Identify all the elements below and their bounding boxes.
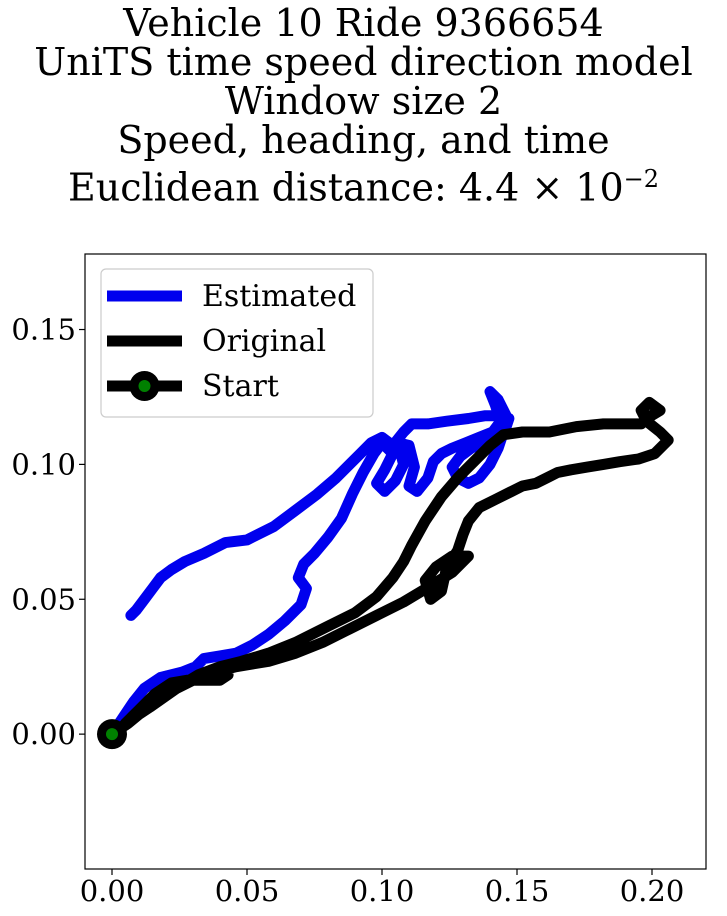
- title-metric-exponent: −2: [623, 165, 660, 193]
- x-tick-label: 0.15: [485, 874, 550, 908]
- chart-title: Vehicle 10 Ride 9366654 UniTS time speed…: [0, 0, 727, 208]
- start-marker: [106, 728, 118, 741]
- legend-label-start: Start: [202, 369, 279, 404]
- title-line-5: Euclidean distance: 4.4 × 10−2: [0, 160, 727, 208]
- title-line-2: UniTS time speed direction model: [34, 40, 693, 84]
- x-tick-label: 0.00: [80, 874, 145, 908]
- title-line-4: Speed, heading, and time: [117, 118, 610, 162]
- y-tick-label: 0.00: [11, 717, 76, 751]
- x-tick-label: 0.05: [215, 874, 280, 908]
- y-tick-label: 0.15: [11, 313, 76, 347]
- legend-label-original: Original: [202, 324, 326, 359]
- legend-label-estimated: Estimated: [202, 279, 356, 314]
- plot-frame: [84, 253, 707, 870]
- title-line-1: Vehicle 10 Ride 9366654: [123, 1, 604, 45]
- legend-box: [100, 268, 374, 418]
- x-tick-label: 0.20: [620, 874, 685, 908]
- y-tick-label: 0.10: [11, 447, 76, 481]
- title-line-3: Window size 2: [224, 79, 503, 123]
- series-line-original: [106, 396, 674, 740]
- title-metric-text: Euclidean distance: 4.4 × 10: [67, 165, 624, 210]
- series-line-estimated: [106, 386, 515, 740]
- legend-start-marker: [138, 380, 151, 392]
- x-tick-label: 0.10: [350, 874, 415, 908]
- y-tick-label: 0.05: [11, 582, 76, 616]
